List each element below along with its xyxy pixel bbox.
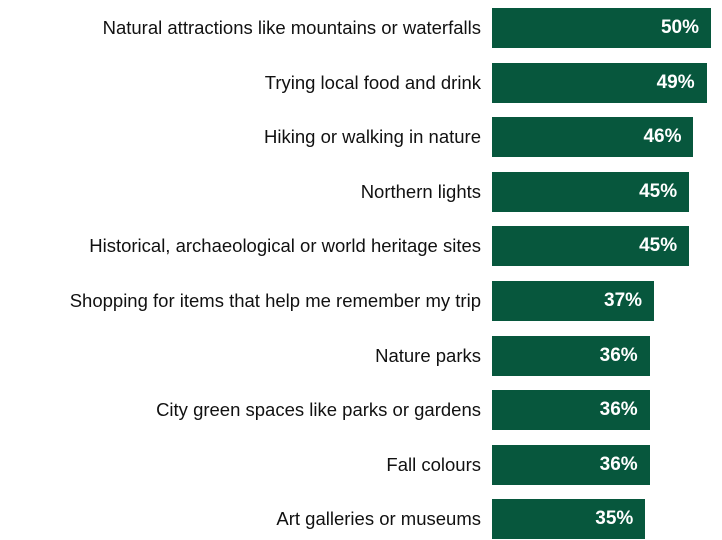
bar-row: Hiking or walking in nature 46%	[0, 117, 722, 158]
bar: 45%	[492, 226, 690, 267]
bar-row: Art galleries or museums 35%	[0, 499, 722, 540]
bar: 36%	[492, 444, 650, 485]
category-label: Natural attractions like mountains or wa…	[102, 17, 481, 38]
value-label: 37%	[604, 290, 643, 311]
bar-row: Trying local food and drink 49%	[0, 62, 722, 103]
bar: 46%	[492, 117, 694, 158]
value-label: 36%	[599, 344, 638, 366]
bar-row: Shopping for items that help me remember…	[0, 281, 722, 321]
value-label: 45%	[639, 180, 678, 202]
category-label: Trying local food and drink	[264, 71, 481, 93]
category-label: Nature parks	[375, 344, 481, 366]
value-label: 49%	[656, 71, 695, 93]
bar-row: Natural attractions like mountains or wa…	[0, 8, 722, 48]
category-label: Northern lights	[360, 180, 481, 202]
bar-row: Northern lights 45%	[0, 171, 722, 212]
bar-row: City green spaces like parks or gardens 3…	[0, 390, 722, 431]
bar-row: Historical, archaeological or world heri…	[0, 226, 722, 267]
bar: 35%	[492, 499, 646, 540]
value-label: 50%	[660, 17, 699, 38]
bar: 50%	[492, 8, 711, 48]
category-label: Art galleries or museums	[276, 508, 481, 530]
bar: 45%	[492, 171, 690, 212]
category-label: City green spaces like parks or gardens	[156, 399, 481, 421]
bar: 49%	[492, 62, 707, 103]
category-label: Historical, archaeological or world heri…	[89, 235, 481, 257]
value-label: 36%	[599, 453, 638, 475]
bar: 37%	[492, 281, 655, 321]
bar-row: Fall colours 36%	[0, 444, 722, 485]
value-label: 45%	[639, 235, 678, 257]
bar: 36%	[492, 390, 650, 431]
bar: 36%	[492, 335, 650, 376]
bar-row: Nature parks 36%	[0, 335, 722, 376]
category-label: Hiking or walking in nature	[264, 126, 481, 148]
category-label: Shopping for items that help me remember…	[69, 290, 481, 311]
category-label: Fall colours	[386, 453, 481, 475]
value-label: 36%	[599, 399, 638, 421]
value-label: 46%	[643, 126, 682, 148]
value-label: 35%	[595, 508, 634, 530]
